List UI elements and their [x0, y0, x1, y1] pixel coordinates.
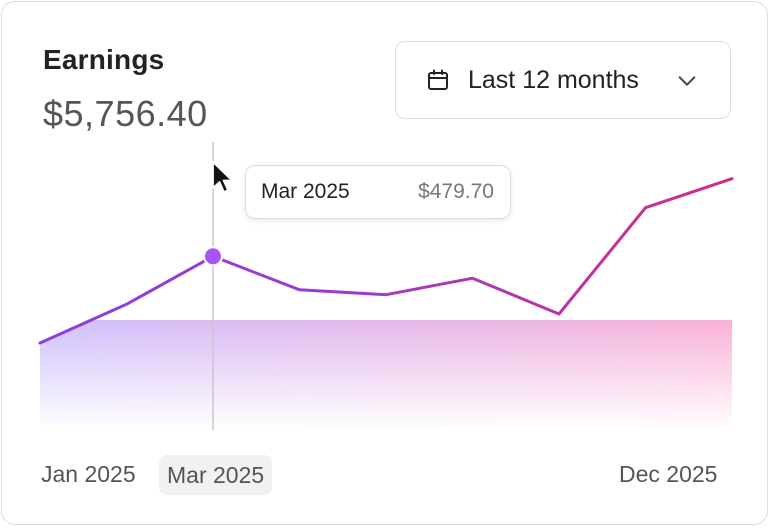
x-label-start: Jan 2025	[41, 461, 136, 487]
chart-tooltip: Mar 2025 $479.70	[245, 165, 511, 219]
chevron-down-icon	[678, 76, 696, 86]
highlighted-data-point[interactable]	[203, 246, 223, 267]
earnings-series-line	[38, 177, 734, 345]
date-range-dropdown[interactable]: Last 12 months	[395, 41, 731, 119]
card-title: Earnings	[43, 44, 165, 75]
x-label-end: Dec 2025	[619, 461, 718, 487]
calendar-icon	[428, 69, 448, 90]
tooltip-value: $479.70	[418, 180, 494, 203]
earnings-total: $5,756.40	[43, 93, 208, 134]
date-range-label: Last 12 months	[468, 65, 639, 94]
tooltip-date: Mar 2025	[261, 180, 350, 203]
mouse-pointer-icon	[212, 161, 233, 193]
x-label-active: Mar 2025	[159, 455, 273, 495]
